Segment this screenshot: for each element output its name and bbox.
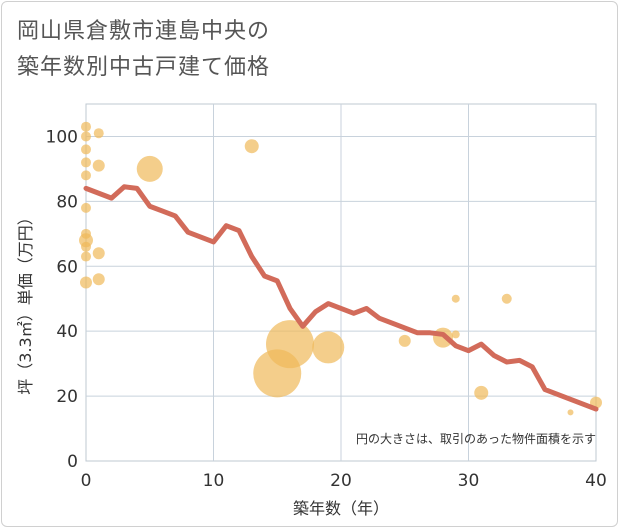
x-tick-label: 10 <box>203 471 225 491</box>
x-tick-label: 20 <box>330 471 352 491</box>
bubble-point <box>244 139 259 154</box>
bubble-point <box>451 294 460 303</box>
bubble-point <box>93 128 104 139</box>
y-tick-label: 0 <box>67 452 78 472</box>
size-note: 円の大きさは、取引のあった物件面積を示す <box>356 431 596 446</box>
bubble-point <box>81 251 91 262</box>
bubble-point <box>501 293 512 304</box>
y-tick-label: 20 <box>56 387 78 407</box>
x-tick-label: 40 <box>585 471 607 491</box>
bubble-point <box>81 170 91 181</box>
bubble-point <box>92 273 105 286</box>
bubble-point <box>474 385 489 400</box>
bubble-point <box>81 157 91 168</box>
x-tick-label: 0 <box>81 471 92 491</box>
bubble-point <box>81 131 91 142</box>
average-line <box>83 184 599 412</box>
grid-lines <box>86 104 596 461</box>
x-axis-title: 築年数（年） <box>293 499 389 518</box>
y-tick-label: 60 <box>56 257 78 277</box>
chart-title-line-2: 築年数別中古戸建て価格 <box>17 55 271 80</box>
bubble-point <box>567 409 574 416</box>
bubble-point <box>266 320 314 369</box>
x-tick-label: 30 <box>458 471 480 491</box>
bubble-point <box>398 334 411 347</box>
y-tick-label: 80 <box>56 192 78 212</box>
bubble-point <box>81 144 91 155</box>
average-line-series <box>83 184 599 412</box>
y-axis-title: 坪（3.3㎡）単価（万円） <box>16 209 35 394</box>
tick-labels: 0 10 20 30 40 0 20 40 60 80 100 <box>46 127 607 491</box>
bubble-point <box>81 121 91 132</box>
bubble-point <box>81 202 91 213</box>
y-tick-label: 100 <box>46 127 78 147</box>
chart-title: 岡山県倉敷市連島中央の 築年数別中古戸建て価格 <box>17 14 270 86</box>
bubble-series <box>79 121 602 416</box>
y-tick-label: 40 <box>56 322 78 342</box>
chart-title-line-1: 岡山県倉敷市連島中央の <box>17 19 271 44</box>
bubble-point <box>92 247 105 260</box>
bubble-point <box>81 241 91 252</box>
bubble-point <box>312 331 345 364</box>
bubble-point <box>451 330 460 339</box>
bubble-point <box>80 276 92 289</box>
bubble-point <box>136 155 163 182</box>
bubble-point <box>92 159 105 172</box>
